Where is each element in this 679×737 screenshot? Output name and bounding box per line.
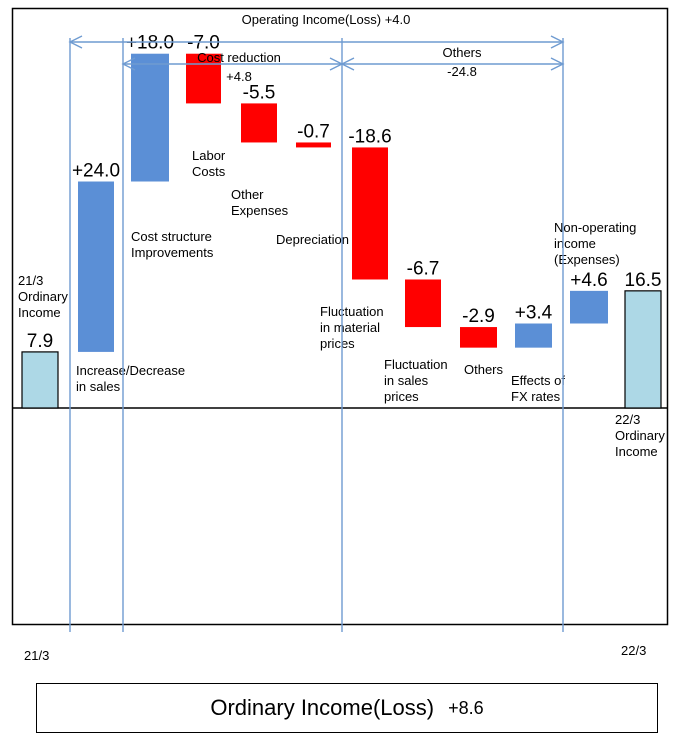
category-label: Depreciation	[276, 232, 349, 247]
value-label: -7.0	[187, 33, 220, 54]
value-label: -18.6	[348, 126, 391, 147]
summary-box: Ordinary Income(Loss) +8.6	[36, 683, 658, 733]
waterfall-bar	[296, 142, 331, 148]
bracket-label: +4.8	[226, 69, 252, 84]
waterfall-bar	[186, 53, 221, 104]
value-label: -5.5	[243, 82, 276, 103]
arrow-head-left	[340, 57, 355, 71]
waterfall-bar	[515, 323, 552, 348]
value-label: -2.9	[462, 306, 495, 327]
waterfall-bar	[241, 103, 277, 143]
bracket-label: Others	[442, 45, 482, 60]
period-edge-label: 22/3	[621, 643, 646, 658]
value-label: 7.9	[27, 331, 53, 352]
arrow-head-left	[68, 35, 83, 49]
waterfall-bar	[460, 327, 497, 348]
category-label: Fluctuation in material prices	[320, 304, 384, 351]
category-label: Effects of FX rates	[511, 373, 565, 404]
value-label: +24.0	[72, 161, 120, 182]
category-label: 21/3 Ordinary Income	[18, 273, 68, 320]
category-label: Labor Costs	[192, 148, 226, 179]
summary-value: +8.6	[448, 697, 484, 718]
waterfall-bar	[21, 351, 59, 409]
value-label: +18.0	[126, 33, 174, 54]
chart-frame	[11, 7, 669, 626]
category-label: Other Expenses	[231, 187, 289, 218]
bracket-label: Operating Income(Loss) +4.0	[242, 12, 411, 27]
value-label: +3.4	[515, 303, 553, 324]
waterfall-bar	[352, 147, 388, 280]
waterfall-bar	[405, 279, 441, 328]
value-label: 16.5	[625, 270, 662, 291]
bracket-label: Cost reduction	[197, 50, 281, 65]
category-label: Non-operating income (Expenses)	[554, 220, 636, 267]
category-label: Others	[464, 362, 504, 377]
bracket-label: -24.8	[447, 64, 477, 79]
category-label: 22/3 Ordinary Income	[615, 412, 665, 459]
value-label: -0.7	[297, 121, 330, 142]
arrow-head-right	[550, 35, 565, 49]
category-label: Fluctuation in sales prices	[384, 357, 448, 404]
summary-title: Ordinary Income(Loss)	[210, 695, 435, 720]
value-label: +4.6	[570, 270, 608, 291]
waterfall-chart: 7.9 21/3 Ordinary Income +24.0 Increase/Decre…	[11, 7, 669, 663]
arrow-head-left	[121, 57, 136, 71]
arrow-head-right	[550, 57, 565, 71]
waterfall-bar	[624, 290, 662, 409]
category-label: Cost structure Improvements	[131, 229, 214, 260]
waterfall-bar	[570, 290, 608, 324]
waterfall-bar	[131, 53, 169, 182]
category-label: Increase/Decrease in sales	[76, 363, 185, 394]
period-edge-label: 21/3	[24, 648, 49, 663]
value-label: -6.7	[407, 258, 440, 279]
waterfall-bar	[78, 181, 114, 352]
